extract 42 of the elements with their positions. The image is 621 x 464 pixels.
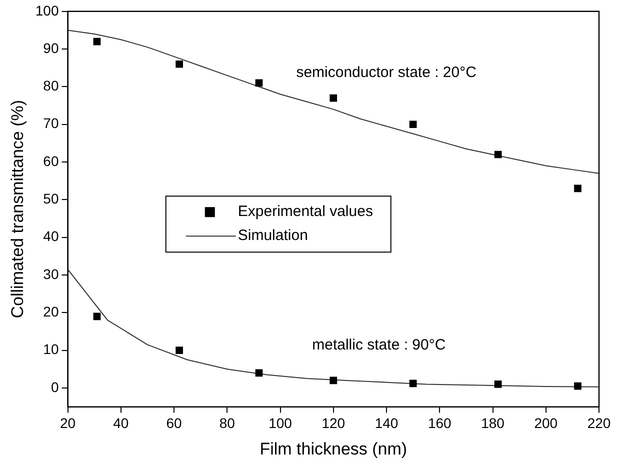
legend-label: Simulation (238, 227, 308, 244)
y-axis-title: Collimated transmittance (%) (8, 100, 27, 318)
y-tick-label: 30 (43, 266, 59, 282)
x-tick-label: 80 (219, 415, 236, 432)
point (176, 60, 183, 68)
point (409, 380, 417, 388)
y-tick-label: 40 (43, 228, 59, 244)
point (574, 382, 582, 390)
x-axis-title: Film thickness (nm) (260, 439, 408, 458)
point (409, 120, 417, 128)
y-tick-label: 60 (43, 152, 59, 169)
point (574, 184, 582, 192)
x-tick-label: 40 (113, 415, 129, 432)
y-tick-label: 50 (43, 190, 59, 207)
y-tick-label: 0 (50, 378, 59, 395)
x-tick-label: 160 (428, 415, 452, 432)
point (494, 380, 502, 388)
x-tick-label: 200 (534, 415, 558, 432)
point (330, 94, 338, 102)
point (255, 369, 263, 377)
y-tick-label: 80 (43, 78, 59, 94)
point (494, 150, 502, 158)
point (93, 312, 101, 320)
x-tick-label: 100 (268, 415, 292, 432)
x-tick-label: 220 (587, 415, 611, 432)
legend-label: Experimental values (238, 203, 373, 220)
y-tick-label: 100 (35, 2, 59, 18)
y-tick-label: 70 (43, 115, 59, 132)
x-tick-label: 120 (322, 415, 346, 432)
annotation: metallic state : 90°C (312, 336, 446, 354)
point (255, 79, 263, 87)
point (330, 376, 338, 384)
annotation: semiconductor state : 20°C (296, 64, 477, 81)
x-tick-label: 140 (374, 415, 398, 432)
x-tick-label: 180 (481, 415, 505, 432)
y-tick-label: 20 (43, 304, 59, 320)
x-tick-label: 60 (166, 415, 182, 432)
y-tick-label: 10 (43, 341, 59, 358)
y-tick-label: 90 (43, 40, 59, 56)
x-tick-label: 20 (60, 415, 76, 432)
point (176, 346, 183, 354)
point (93, 38, 101, 46)
